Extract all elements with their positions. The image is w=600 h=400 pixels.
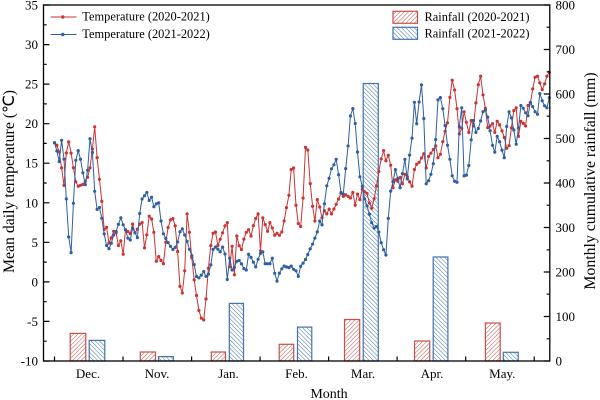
svg-text:Rainfall (2021-2022): Rainfall (2021-2022) — [425, 26, 530, 40]
svg-text:600: 600 — [556, 87, 576, 102]
svg-text:Rainfall (2020-2021): Rainfall (2020-2021) — [425, 10, 530, 24]
svg-text:500: 500 — [556, 131, 576, 146]
svg-text:Monthly cumulative rainfall (m: Monthly cumulative rainfall (mm) — [582, 72, 599, 289]
svg-text:0: 0 — [556, 354, 563, 369]
svg-text:100: 100 — [556, 309, 576, 324]
svg-text:Month: Month — [310, 387, 347, 400]
svg-text:-5: -5 — [27, 314, 38, 329]
svg-text:25: 25 — [25, 77, 38, 92]
svg-text:-10: -10 — [21, 354, 38, 369]
svg-text:20: 20 — [25, 116, 38, 131]
svg-text:Temperature (2021-2022): Temperature (2021-2022) — [82, 27, 209, 41]
svg-text:5: 5 — [32, 235, 39, 250]
svg-text:800: 800 — [556, 0, 576, 13]
svg-text:Feb.: Feb. — [285, 366, 308, 381]
svg-text:200: 200 — [556, 265, 576, 280]
svg-text:35: 35 — [25, 0, 38, 13]
svg-text:Mar.: Mar. — [351, 366, 375, 381]
svg-text:10: 10 — [25, 195, 38, 210]
svg-text:Nov.: Nov. — [145, 366, 170, 381]
svg-text:30: 30 — [25, 37, 38, 52]
svg-text:300: 300 — [556, 220, 576, 235]
svg-text:400: 400 — [556, 176, 576, 191]
svg-text:700: 700 — [556, 42, 576, 57]
svg-text:Dec.: Dec. — [76, 366, 100, 381]
svg-text:15: 15 — [25, 156, 38, 171]
svg-text:May.: May. — [489, 366, 515, 381]
svg-text:0: 0 — [32, 274, 39, 289]
svg-text:Jan.: Jan. — [218, 366, 239, 381]
svg-text:Apr.: Apr. — [421, 366, 444, 381]
svg-text:Temperature (2020-2021): Temperature (2020-2021) — [82, 10, 209, 24]
svg-text:Mean daily temperature (℃): Mean daily temperature (℃) — [1, 90, 18, 273]
